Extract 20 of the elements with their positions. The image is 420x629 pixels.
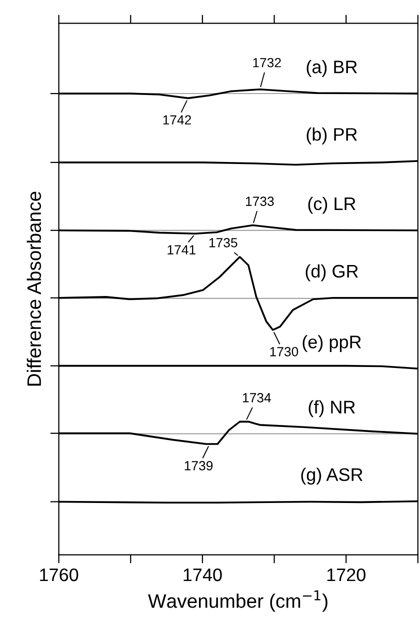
x-tick-label: 1760 [40,568,78,582]
annotation: 1733 [246,196,274,206]
series-label: (c) LR [308,196,356,214]
x-axis-title: Wavenumber (cm$^{−1}$) [148,590,328,612]
annotation: 1741 [168,245,196,254]
legend-label: (a) BR [306,60,357,77]
series-label: (f) NR [308,400,355,418]
legend-label: (e) ppR [302,335,361,352]
series-label: (b) PR [306,128,357,144]
annotation: 1742 [163,115,191,124]
annotation: 1730 [270,346,298,356]
y-axis-title: Difference Absorbance [26,192,42,386]
x-tick-label: 1720 [327,568,366,582]
series-label: (g) ASR [301,468,362,485]
x-tick-label: 1740 [184,568,222,582]
annotation: 1734 [242,393,271,402]
annotation: 1735 [209,238,238,248]
annotation: 1732 [253,58,281,68]
annotation: 1739 [184,461,213,470]
series-label: (d) GR [306,264,358,282]
